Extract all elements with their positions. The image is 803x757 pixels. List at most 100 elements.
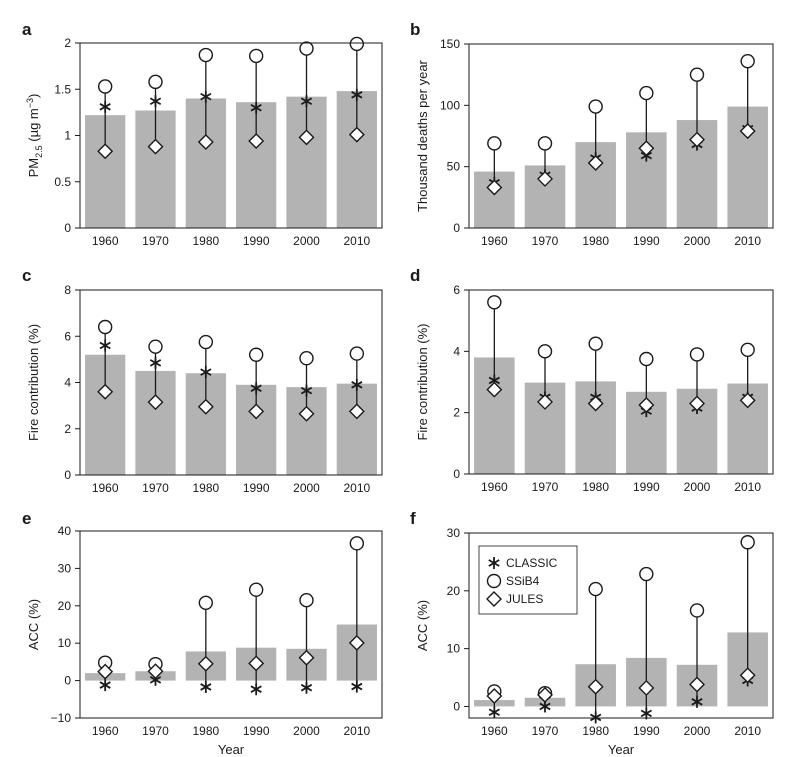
y-tick-label: 0.5 <box>54 175 71 189</box>
jules-marker-2010 <box>348 403 365 420</box>
y-tick-label: 6 <box>64 329 71 343</box>
legend-label-jules: JULES <box>506 592 543 606</box>
ssib4-marker-2010 <box>740 535 755 550</box>
ssib4-marker-1990 <box>248 48 264 64</box>
plot-frame <box>468 532 774 719</box>
y-tick-label: 1 <box>64 129 71 143</box>
ssib4-marker-1980 <box>198 595 214 611</box>
ssib4-marker-1960 <box>97 79 113 94</box>
jules-marker-1990 <box>638 397 655 413</box>
classic-marker-2010 <box>351 680 363 693</box>
classic-marker-1960 <box>99 339 111 352</box>
x-tick-label: 1990 <box>243 724 270 738</box>
classic-marker-1970 <box>149 356 162 369</box>
x-tick-label: 1990 <box>633 480 660 494</box>
x-tick-label: 2000 <box>293 724 320 738</box>
y-tick-label: −10 <box>51 711 72 725</box>
x-tick-label: 1960 <box>92 724 119 738</box>
y-tick-label: 0 <box>453 221 460 235</box>
ssib4-marker-1990 <box>248 582 264 597</box>
jules-marker-1990 <box>248 655 265 672</box>
y-tick-label: 20 <box>58 599 72 613</box>
jules-marker-1960 <box>97 663 114 680</box>
classic-marker-2000 <box>691 695 703 708</box>
panel-letter: d <box>410 266 420 285</box>
y-tick-label: 2 <box>64 36 71 50</box>
legend-label-ssib4: SSiB4 <box>506 574 540 588</box>
x-tick-label: 1980 <box>582 234 609 248</box>
y-axis-label: ACC (%) <box>26 599 41 650</box>
ssib4-marker-1980 <box>198 47 214 63</box>
y-tick-label: 150 <box>440 37 460 51</box>
classic-marker-2010 <box>351 88 363 101</box>
ssib4-marker-1990 <box>639 566 654 582</box>
x-tick-label: 1990 <box>243 234 270 248</box>
y-tick-label: 2 <box>64 422 71 436</box>
y-tick-label: 6 <box>453 283 460 297</box>
y-tick-label: 30 <box>58 561 72 575</box>
x-tick-label: 2010 <box>343 481 370 495</box>
y-tick-label: 50 <box>447 160 461 174</box>
x-tick-label: 1970 <box>142 234 169 248</box>
jules-marker-1980 <box>197 398 214 415</box>
jules-marker-1960 <box>97 143 114 160</box>
ssib4-marker-1970 <box>148 74 163 90</box>
jules-marker-2000 <box>298 405 315 422</box>
jules-marker-1970 <box>537 686 553 703</box>
x-tick-label: 2010 <box>734 724 761 738</box>
ssib4-marker-2010 <box>349 36 365 52</box>
classic-marker-2000 <box>300 681 313 694</box>
jules-marker-2010 <box>739 123 756 140</box>
ssib4-marker-2000 <box>299 41 314 56</box>
jules-marker-1980 <box>197 133 214 150</box>
x-tick-label: 1960 <box>92 234 119 248</box>
y-axis-label: Fire contribution (%) <box>415 323 430 440</box>
x-tick-label: 1970 <box>532 234 559 248</box>
jules-marker-1970 <box>147 394 164 411</box>
chart-panel-e: e −10 0 10 20 30 40 1960 1970 1980 1990 2000 2010 ACC… <box>22 509 383 757</box>
jules-marker-2000 <box>689 395 705 412</box>
jules-marker-1960 <box>486 179 503 196</box>
ssib4-marker-2010 <box>740 342 755 357</box>
jules-marker-1990 <box>248 403 265 420</box>
classic-marker-1970 <box>149 95 162 108</box>
x-tick-label: 1970 <box>532 724 559 738</box>
x-tick-label: 2010 <box>343 234 370 248</box>
x-tick-label: 1970 <box>142 481 169 495</box>
classic-marker-1960 <box>488 706 500 719</box>
jules-marker-1970 <box>537 393 553 410</box>
jules-marker-2000 <box>689 676 705 693</box>
ssib4-marker-1960 <box>487 295 502 310</box>
classic-marker-1980 <box>200 680 212 693</box>
x-tick-label: 2000 <box>684 234 711 248</box>
chart-panel-b: b 0 50 100 150 1960 1970 1980 1990 2000 2010 Thousa… <box>410 20 774 248</box>
x-tick-label: 2010 <box>734 480 761 494</box>
jules-marker-1980 <box>587 154 604 171</box>
ssib4-marker-1970 <box>148 339 163 354</box>
chart-panel-a: a 0 0.5 1 1.5 2 1960 1970 1980 1990 2000 2010 PM2.5 … <box>22 20 383 248</box>
x-tick-label: 1990 <box>633 234 660 248</box>
classic-marker-1980 <box>200 90 212 103</box>
jules-marker-1960 <box>486 688 503 705</box>
chart-panel-c: c 0 2 4 6 8 1960 1970 1980 1990 2000 2010 Fire contr… <box>22 266 383 495</box>
x-tick-label: 1970 <box>532 480 559 494</box>
y-axis-label: ACC (%) <box>415 600 430 651</box>
y-tick-label: 0 <box>453 467 460 481</box>
chart-panel-f: f 0 10 20 30 1960 1970 1980 1990 2000 2010 ACC (%) Y… <box>410 509 774 757</box>
ssib4-marker-1970 <box>537 136 553 151</box>
classic-marker-1990 <box>250 101 262 114</box>
y-tick-label: 10 <box>447 642 461 656</box>
ssib4-marker-1990 <box>248 347 264 362</box>
panel-letter: f <box>410 509 416 528</box>
jules-marker-1980 <box>587 678 604 695</box>
y-tick-label: 40 <box>58 524 72 538</box>
x-tick-label: 1960 <box>92 481 119 495</box>
ssib4-marker-2000 <box>689 347 705 362</box>
classic-marker-1990 <box>250 382 262 395</box>
panel-letter: a <box>22 20 32 39</box>
legend: CLASSIC SSiB4 JULES <box>478 545 578 615</box>
x-tick-label: 1980 <box>582 724 609 738</box>
y-tick-label: 4 <box>64 376 71 390</box>
jules-marker-1980 <box>587 395 604 412</box>
